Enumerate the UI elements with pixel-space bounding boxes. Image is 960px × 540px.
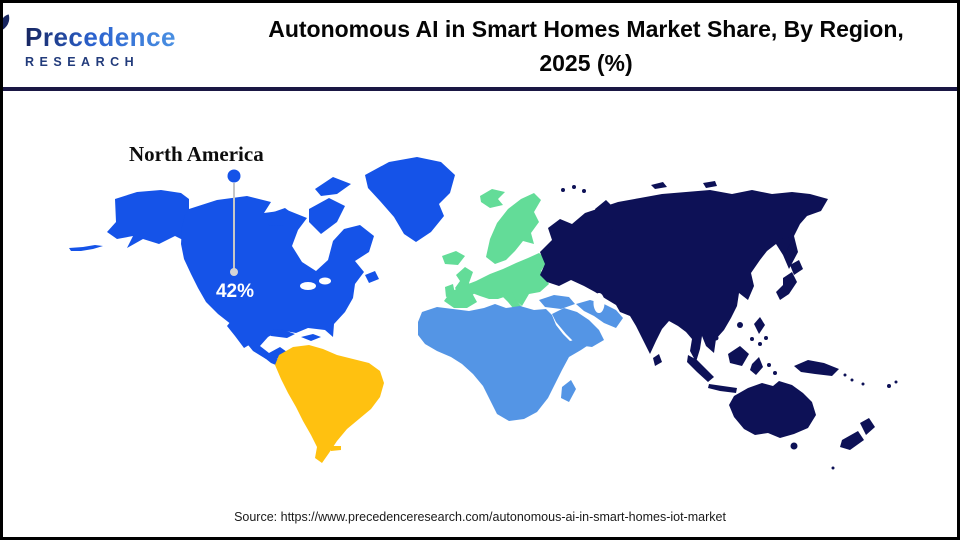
callout-bottom-dot (230, 268, 238, 276)
callout-value: 42% (216, 281, 254, 302)
region-north-america (69, 157, 455, 368)
region-middle-east-africa (418, 295, 623, 421)
world-map: 42% (69, 157, 898, 470)
logo-wordmark: Precedence (25, 21, 176, 52)
leaf-icon (3, 13, 10, 31)
callout-top-dot (227, 169, 241, 183)
region-europe (442, 189, 549, 318)
region-asia-pacific (540, 181, 898, 470)
header: Precedence RESEARCH Autonomous AI in Sma… (3, 3, 957, 91)
source-text: Source: https://www.precedenceresearch.c… (234, 510, 726, 524)
region-south-america (275, 345, 384, 463)
precedence-logo: Precedence RESEARCH (3, 13, 215, 69)
water-overlays (300, 277, 605, 313)
page-title: Autonomous AI in Smart Homes Market Shar… (215, 10, 957, 81)
title-line-2: 2025 (%) (539, 50, 633, 76)
north-america-callout: 42% (216, 169, 254, 302)
title-line-1: Autonomous AI in Smart Homes Market Shar… (268, 15, 904, 42)
logo-tagline: RESEARCH (25, 54, 140, 69)
region-label-north-america: North America (129, 142, 264, 166)
